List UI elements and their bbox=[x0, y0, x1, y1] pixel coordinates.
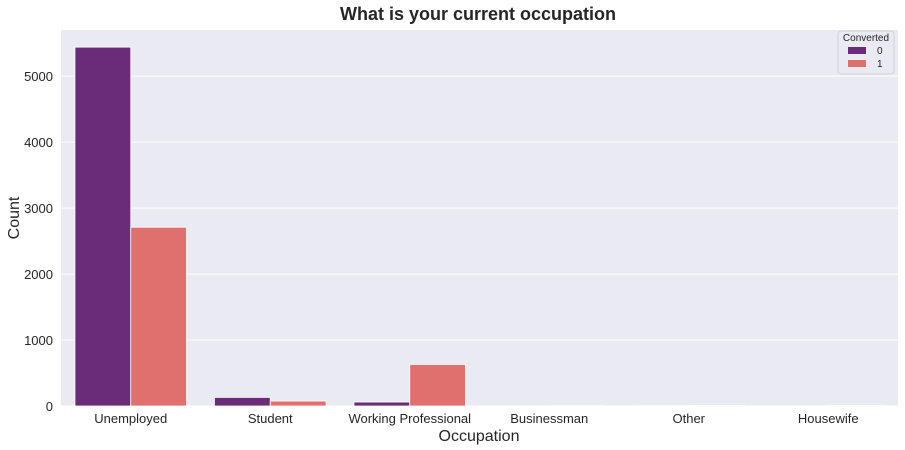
bars bbox=[74, 46, 885, 407]
bar-student-converted-0 bbox=[214, 397, 271, 407]
legend: Converted 0 1 bbox=[837, 30, 895, 75]
chart-title: What is your current occupation bbox=[340, 4, 616, 24]
x-axis-label: Occupation bbox=[439, 428, 520, 445]
x-axis-ticks: Unemployed Student Working Professional Bus… bbox=[94, 411, 858, 426]
legend-swatch-1 bbox=[848, 60, 866, 67]
y-tick-label: 4000 bbox=[24, 135, 53, 150]
y-tick-label: 5000 bbox=[24, 69, 53, 84]
plot-area bbox=[61, 30, 898, 406]
x-tick-label: Unemployed bbox=[94, 411, 167, 426]
y-tick-label: 2000 bbox=[24, 267, 53, 282]
y-tick-label: 3000 bbox=[24, 201, 53, 216]
x-tick-label: Businessman bbox=[510, 411, 588, 426]
y-axis-ticks: 0 1000 2000 3000 4000 5000 bbox=[24, 69, 53, 414]
x-tick-label: Other bbox=[672, 411, 705, 426]
y-tick-label: 0 bbox=[46, 399, 53, 414]
x-tick-label: Student bbox=[248, 411, 293, 426]
legend-title: Converted bbox=[843, 33, 889, 44]
bar-other-converted-1 bbox=[688, 404, 745, 407]
bar-housewife-converted-1 bbox=[827, 404, 885, 407]
legend-swatch-0 bbox=[848, 47, 866, 54]
y-axis-label: Count bbox=[6, 196, 23, 239]
bar-unemployed-converted-0 bbox=[74, 46, 132, 407]
bar-unemployed-converted-1 bbox=[130, 226, 187, 407]
grid-lines bbox=[61, 75, 898, 407]
bar-student-converted-1 bbox=[269, 400, 327, 407]
legend-label-0: 0 bbox=[877, 46, 883, 57]
legend-label-1: 1 bbox=[877, 59, 883, 70]
x-tick-label: Working Professional bbox=[348, 411, 471, 426]
bar-working-professional-converted-0 bbox=[353, 401, 411, 407]
bar-working-professional-converted-1 bbox=[409, 364, 466, 407]
y-tick-label: 1000 bbox=[24, 333, 53, 348]
x-tick-label: Housewife bbox=[798, 411, 859, 426]
